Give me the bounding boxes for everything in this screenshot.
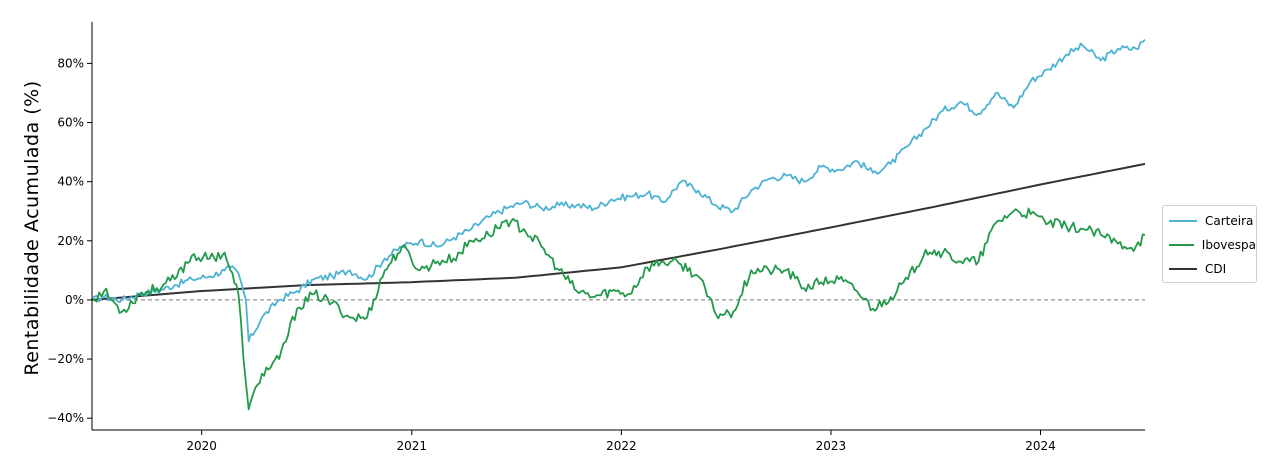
- legend-swatch-cdi: [1169, 268, 1197, 270]
- series-line-ibovespa: [91, 207, 1146, 411]
- y-tick-label: 0%: [65, 293, 84, 307]
- legend-label-ibovespa: Ibovespa: [1201, 238, 1256, 252]
- legend-item-cdi: CDI: [1169, 257, 1256, 281]
- y-tick-label: 20%: [57, 234, 84, 248]
- series-layer: [91, 39, 1146, 411]
- y-tick-label: 60%: [57, 116, 84, 130]
- y-tick-label: 40%: [57, 175, 84, 189]
- legend-item-ibovespa: Ibovespa: [1169, 233, 1256, 257]
- legend-item-carteira: Carteira: [1169, 209, 1256, 233]
- legend-label-carteira: Carteira: [1205, 214, 1254, 228]
- x-tick-label: 2020: [186, 439, 217, 453]
- x-tick-label: 2024: [1025, 439, 1056, 453]
- y-tick-label: 80%: [57, 56, 84, 70]
- y-axis-title: Rentabilidade Acumulada (%): [21, 80, 43, 375]
- legend-swatch-carteira: [1169, 220, 1197, 222]
- series-line-carteira: [91, 39, 1146, 343]
- legend: Carteira Ibovespa CDI: [1162, 205, 1257, 283]
- x-tick-label: 2023: [816, 439, 847, 453]
- legend-swatch-ibovespa: [1169, 244, 1194, 246]
- y-tick-label: −20%: [47, 352, 84, 366]
- x-tick-label: 2022: [606, 439, 637, 453]
- series-line-cdi: [91, 162, 1146, 301]
- y-tick-label: −40%: [47, 411, 84, 425]
- x-tick-label: 2021: [397, 439, 428, 453]
- ticks-layer: −40% −20% 0% 20% 40% 60% 80% 2020 2021 2022 2023 20…: [47, 56, 1056, 453]
- legend-label-cdi: CDI: [1205, 262, 1227, 276]
